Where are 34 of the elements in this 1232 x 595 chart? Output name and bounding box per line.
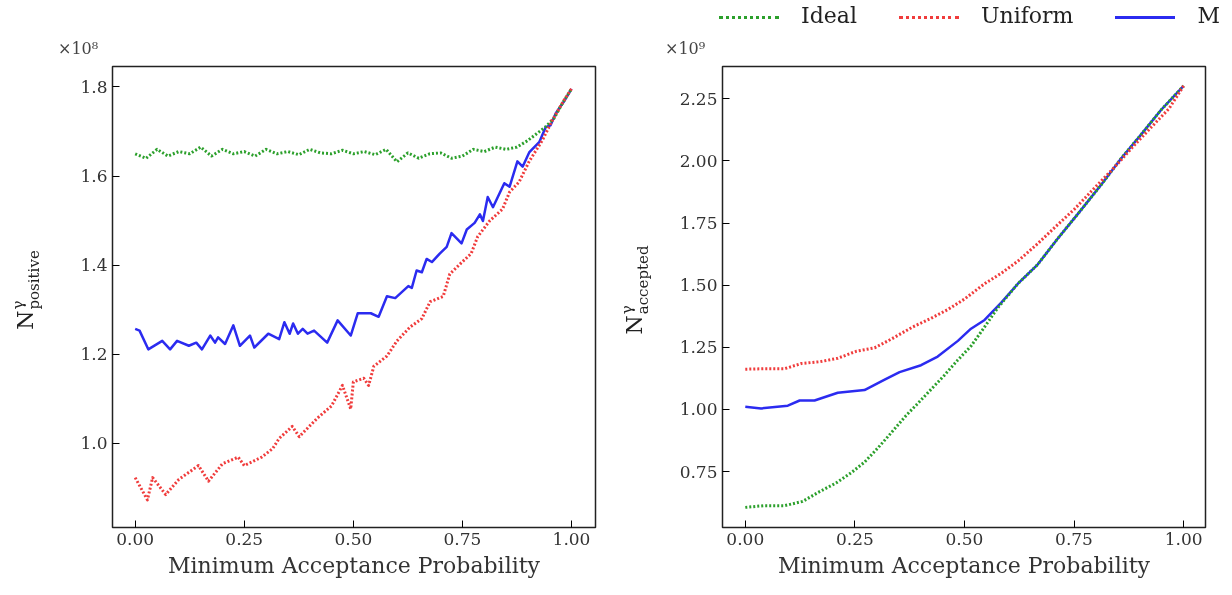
y-tick-label: 2.00 xyxy=(679,150,718,171)
line-series xyxy=(133,87,573,502)
x-tick-label: 0.00 xyxy=(116,528,155,549)
x-axis-title: Minimum Acceptance Probability xyxy=(778,552,1151,578)
x-tick-label: 0.25 xyxy=(225,528,264,549)
y-tick-label: 2.25 xyxy=(679,88,718,109)
x-axis-title: Minimum Acceptance Probability xyxy=(168,552,541,578)
y-tick-label: 1.75 xyxy=(679,213,718,234)
y-tick-label: 1.0 xyxy=(80,433,108,454)
legend-label: M xyxy=(1197,3,1220,28)
x-tick-label: 0.00 xyxy=(726,528,765,549)
y-tick-label: 1.25 xyxy=(679,337,718,358)
y-tick-label: 1.6 xyxy=(80,166,108,187)
y-tick-label: 1.2 xyxy=(80,344,108,365)
x-tick-label: 1.00 xyxy=(1164,528,1203,549)
x-tick-label: 0.75 xyxy=(443,528,482,549)
x-tick-label: 0.50 xyxy=(334,528,373,549)
y-tick-label: 0.75 xyxy=(679,461,718,482)
text: ×10⁸ xyxy=(58,38,99,60)
x-tick-label: 0.75 xyxy=(1055,528,1093,549)
y-tick-label: 1.50 xyxy=(679,275,718,296)
legend-label: Ideal xyxy=(801,3,857,28)
y-axis-title: Nγpositive xyxy=(8,250,43,330)
x-tick-label: 0.50 xyxy=(945,528,984,549)
legend-label: Uniform xyxy=(980,3,1074,28)
y-tick-label: 1.8 xyxy=(80,76,108,97)
y-axis-title: Nγaccepted xyxy=(617,245,652,335)
x-tick-label: 0.25 xyxy=(835,528,874,549)
x-tick-label: 1.00 xyxy=(552,528,591,549)
text: ×10⁹ xyxy=(665,38,706,60)
y-tick-label: 1.4 xyxy=(80,255,108,276)
y-tick-label: 1.00 xyxy=(679,399,718,420)
line-series xyxy=(133,87,573,351)
line-series xyxy=(133,87,573,164)
